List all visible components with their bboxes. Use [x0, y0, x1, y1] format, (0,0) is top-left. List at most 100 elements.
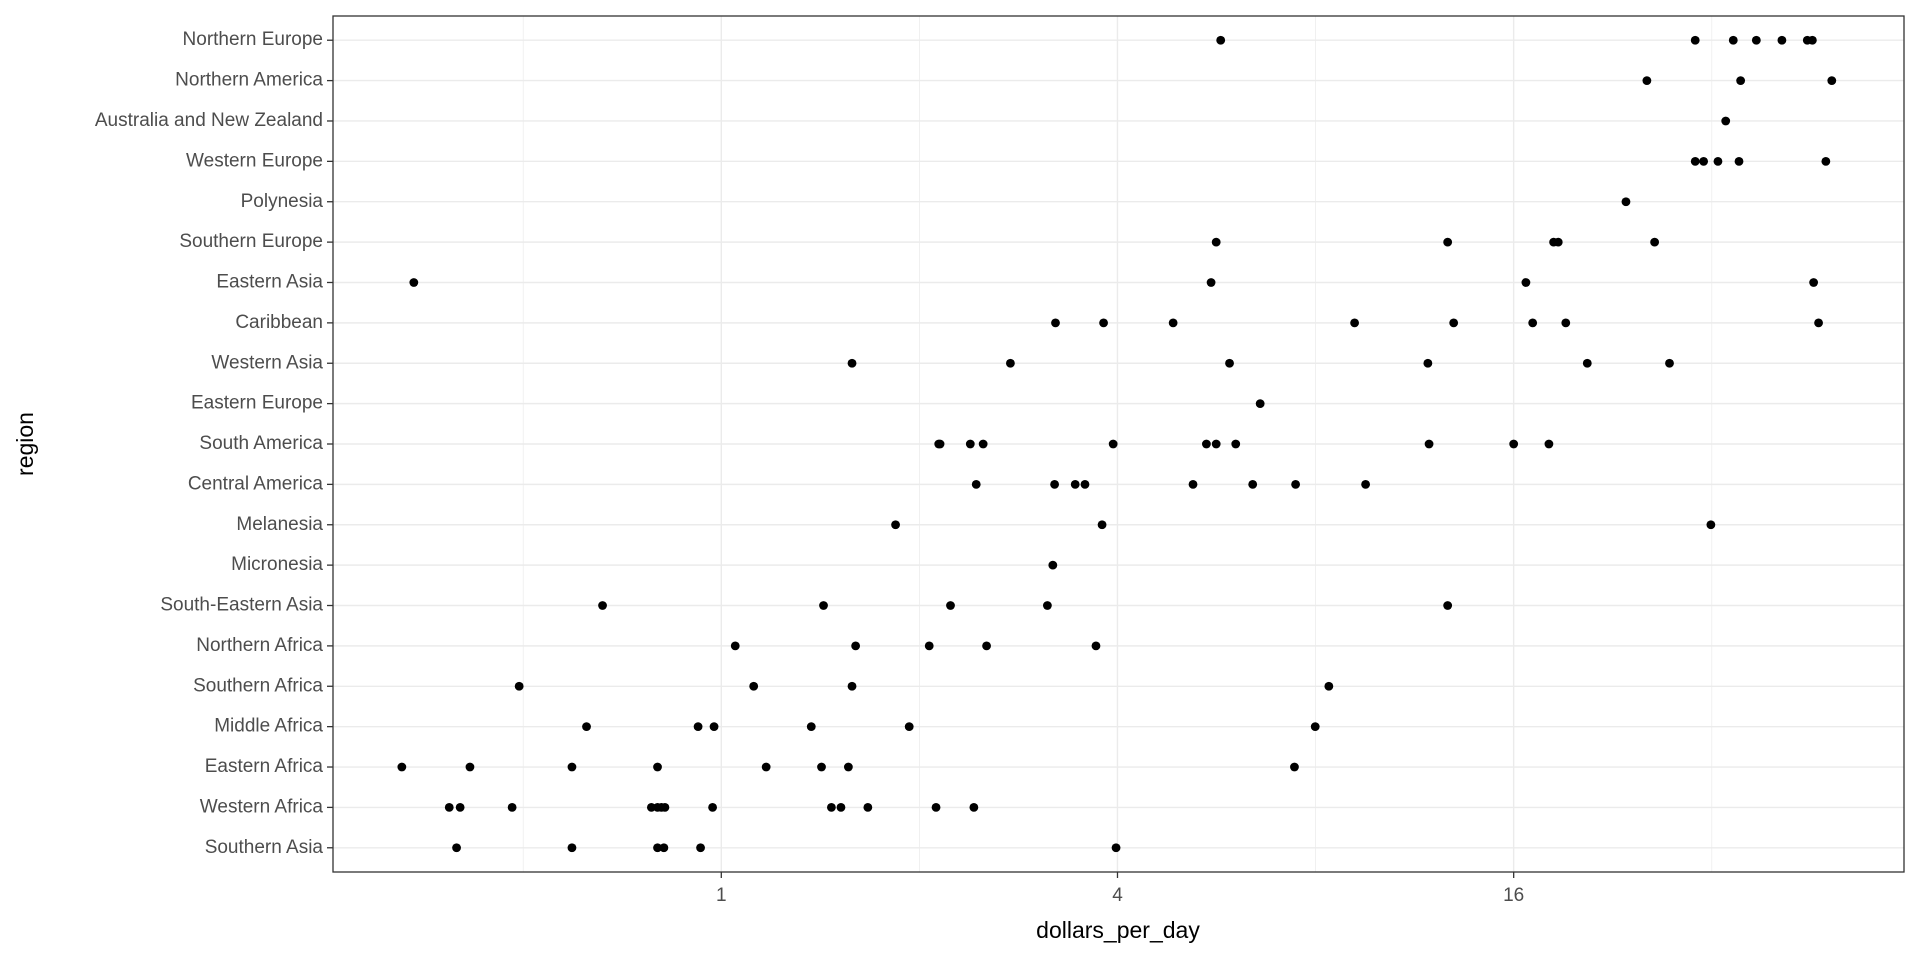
point — [1248, 479, 1258, 489]
point — [1108, 439, 1118, 449]
point — [653, 762, 662, 772]
point — [931, 802, 941, 812]
point — [1827, 76, 1837, 86]
point — [836, 802, 846, 812]
point — [1290, 762, 1299, 772]
point — [1553, 237, 1563, 247]
point — [567, 762, 577, 772]
point — [851, 641, 861, 651]
x-axis-title: dollars_per_day — [1036, 917, 1200, 943]
point — [1211, 237, 1221, 247]
y-tick-label: Northern America — [175, 70, 323, 91]
point — [1713, 156, 1723, 166]
point — [946, 601, 955, 610]
point — [1443, 237, 1453, 247]
point — [1528, 318, 1538, 328]
point — [660, 802, 670, 812]
point — [1216, 35, 1226, 45]
y-tick-label: Western Asia — [211, 352, 323, 373]
point — [1650, 237, 1660, 247]
point — [1350, 318, 1359, 328]
point — [891, 520, 900, 530]
y-tick-label: Eastern Africa — [205, 756, 324, 777]
point — [696, 843, 705, 853]
point — [1777, 35, 1787, 45]
point — [1080, 479, 1090, 489]
point — [1751, 35, 1761, 45]
point — [1807, 35, 1817, 45]
y-tick-label: Northern Africa — [196, 635, 323, 656]
y-axis-title: region — [12, 412, 38, 476]
point — [1521, 278, 1531, 287]
point — [1255, 399, 1265, 409]
point — [847, 681, 857, 691]
point — [1310, 722, 1320, 732]
y-tick-label: Southern Europe — [179, 231, 323, 252]
y-tick-label: Western Europe — [186, 150, 323, 171]
point — [1621, 197, 1631, 207]
point — [1642, 76, 1652, 86]
x-tick-label: 1 — [716, 885, 727, 906]
y-tick-label: Melanesia — [236, 514, 323, 535]
point — [455, 802, 465, 812]
y-tick-label: Eastern Asia — [216, 272, 323, 293]
point — [452, 843, 461, 853]
y-tick-label: Caribbean — [235, 312, 323, 333]
point — [761, 762, 771, 772]
point — [1734, 156, 1744, 166]
points — [397, 35, 1837, 853]
point — [507, 802, 517, 812]
point — [1443, 601, 1453, 610]
point — [444, 802, 454, 812]
point — [1070, 479, 1080, 489]
point — [567, 843, 577, 853]
point — [1091, 641, 1101, 651]
point — [653, 843, 662, 853]
y-tick-label: Northern Europe — [183, 29, 323, 50]
point — [409, 278, 419, 287]
y-tick-label: Western Africa — [200, 796, 324, 817]
point — [978, 439, 988, 449]
point — [598, 601, 607, 610]
point — [1202, 439, 1211, 449]
point — [646, 802, 656, 812]
point — [863, 802, 873, 812]
point — [582, 722, 591, 732]
point — [1097, 520, 1107, 530]
point — [971, 479, 981, 489]
point — [693, 722, 703, 732]
point — [819, 601, 828, 610]
point — [397, 762, 407, 772]
point — [1048, 560, 1058, 570]
point — [843, 762, 853, 772]
point — [1423, 358, 1433, 368]
point — [1051, 318, 1060, 328]
point — [1561, 318, 1571, 328]
point — [1721, 116, 1731, 126]
y-tick-label: Polynesia — [241, 191, 324, 212]
point — [1690, 156, 1700, 166]
point — [514, 681, 524, 691]
tick-labels: 1 4 16 Northern Europe Northern America Austr… — [95, 29, 1524, 906]
point — [1188, 479, 1198, 489]
point — [749, 681, 759, 691]
point — [730, 641, 740, 651]
point — [827, 802, 836, 812]
point — [1050, 479, 1060, 489]
y-tick-label: Micronesia — [231, 554, 323, 575]
point — [904, 722, 914, 732]
point — [1168, 318, 1178, 328]
point — [659, 843, 669, 853]
point — [1690, 35, 1700, 45]
point — [806, 722, 816, 732]
point — [935, 439, 945, 449]
point — [1361, 479, 1370, 489]
point — [1665, 358, 1674, 368]
point — [965, 439, 975, 449]
point — [1424, 439, 1434, 449]
point — [1449, 318, 1459, 328]
point — [817, 762, 826, 772]
point — [1231, 439, 1241, 449]
